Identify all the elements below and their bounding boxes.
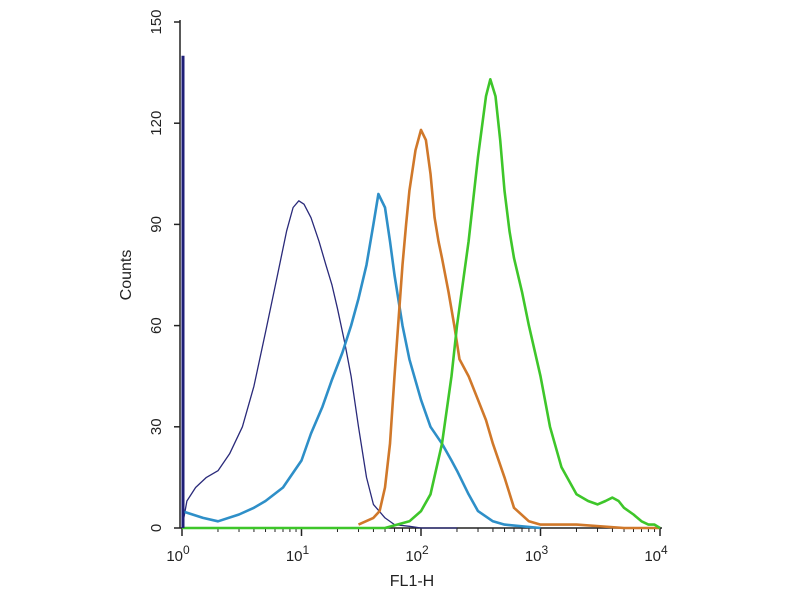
y-tick-label: 30 (148, 418, 165, 435)
histogram-series-1 (181, 200, 457, 529)
y-tick-label: 120 (148, 111, 165, 136)
x-tick-exponent: 3 (542, 543, 549, 557)
x-tick-label: 103 (525, 543, 549, 565)
histogram-series-4 (182, 78, 661, 530)
x-tick-label: 102 (405, 543, 429, 565)
y-tick-label: 0 (148, 524, 165, 532)
histogram-series (181, 55, 661, 530)
x-tick-base: 10 (525, 548, 542, 565)
x-tick-label: 104 (644, 543, 668, 565)
histogram-series-3 (357, 128, 660, 530)
y-axis-ticks: 0 30 60 90 120 150 (148, 9, 180, 532)
x-tick-base: 10 (405, 548, 422, 565)
x-tick-label: 100 (166, 543, 190, 565)
x-tick-base: 10 (644, 548, 661, 565)
x-tick-base: 10 (286, 548, 303, 565)
y-tick-label: 150 (148, 9, 165, 34)
x-tick-exponent: 2 (422, 543, 429, 557)
x-axis-ticks: 100 101 102 103 104 (166, 528, 668, 565)
y-tick-label: 60 (148, 317, 165, 334)
x-axis-title: FL1-H (390, 573, 434, 590)
x-tick-exponent: 0 (183, 543, 190, 557)
x-tick-exponent: 4 (661, 543, 668, 557)
x-tick-exponent: 1 (303, 543, 310, 557)
x-tick-base: 10 (166, 548, 183, 565)
y-tick-label: 90 (148, 216, 165, 233)
x-tick-label: 101 (286, 543, 310, 565)
y-axis-title: Counts (118, 250, 135, 301)
histogram-series-2 (181, 192, 541, 530)
